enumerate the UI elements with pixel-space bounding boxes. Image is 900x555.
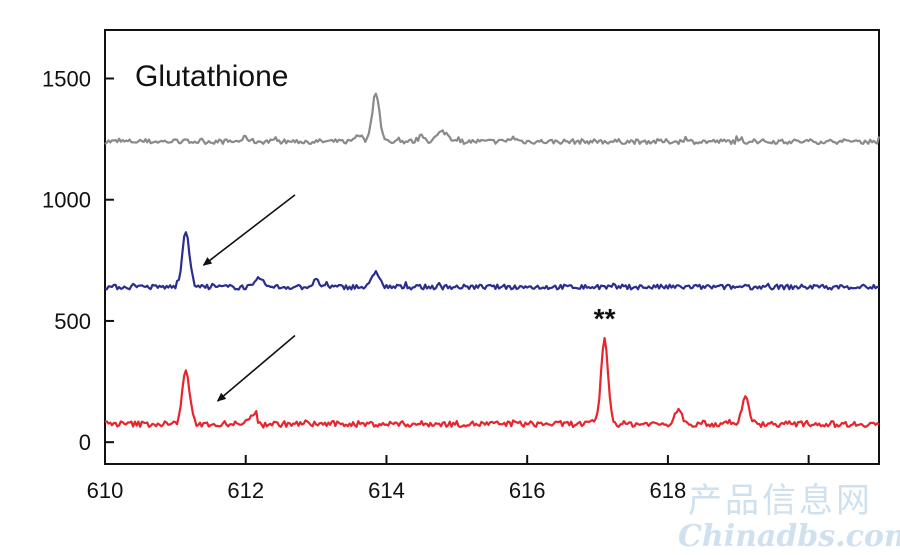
plot-frame-rect [104, 29, 880, 465]
annotation-arrow [202, 194, 296, 266]
x-tick-label: 618 [650, 478, 687, 503]
y-tick-label: 0 [79, 430, 91, 455]
axis-ticks: 610 612 614 616 618 0 500 1000 1500 [42, 66, 810, 503]
y-tick-label: 1000 [42, 188, 91, 213]
plot-frame [104, 29, 880, 465]
watermark-chinese-text: 产品信息网 [688, 481, 873, 521]
x-tick-label: 612 [227, 478, 264, 503]
watermark-url-text: Chinadbs.com [678, 519, 900, 554]
x-tick-label: 614 [368, 478, 405, 503]
x-tick-label: 610 [87, 478, 124, 503]
peak-annotation-label: ** [594, 303, 616, 334]
y-tick-label: 500 [54, 309, 91, 334]
chart-annotations: ** [202, 194, 616, 402]
x-tick-label: 616 [509, 478, 546, 503]
series-line-1 [104, 231, 880, 291]
series-line-0 [104, 92, 881, 146]
y-tick-label: 1500 [42, 66, 91, 91]
series-line-2 [104, 337, 880, 429]
watermark: 产品信息网 Chinadbs.com [678, 481, 900, 554]
chart-title: Glutathione [135, 60, 288, 93]
series-lines [104, 92, 881, 429]
annotation-arrow [216, 334, 296, 402]
